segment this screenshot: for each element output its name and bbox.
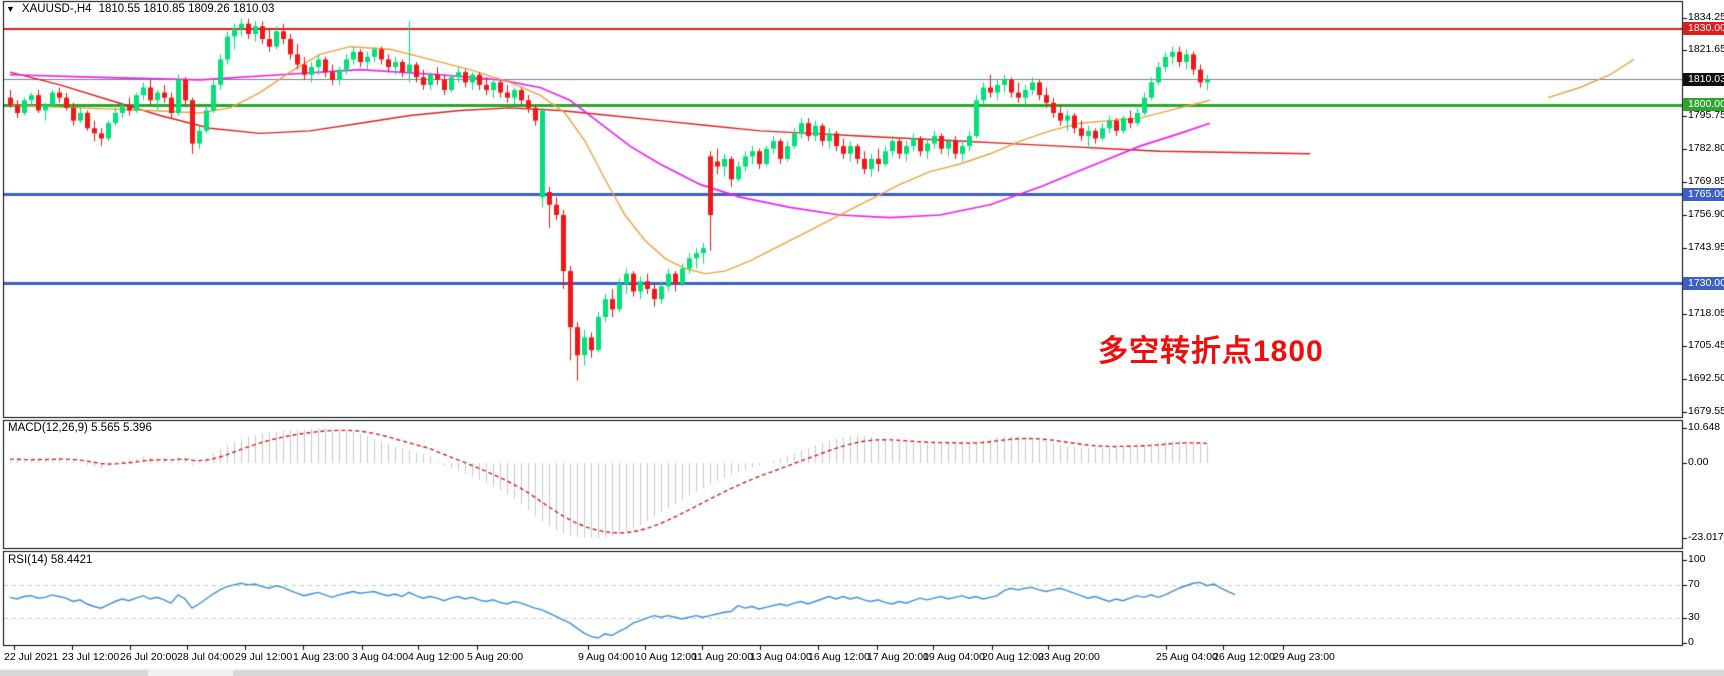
date-tick-label: 17 Aug 20:00	[867, 651, 929, 663]
date-tick-label: 16 Aug 12:00	[808, 651, 870, 663]
date-tick-label: 1 Aug 23:00	[293, 651, 350, 663]
date-tick-label: 22 Jul 2021	[4, 651, 59, 663]
macd-tick-label: 0.00	[1688, 456, 1709, 468]
date-tick-label: 23 Aug 20:00	[1038, 651, 1100, 663]
rsi-tick-label: 30	[1688, 611, 1700, 623]
collapse-triangle-icon[interactable]: ▼	[6, 3, 15, 14]
price-tick-label: 1756.90	[1688, 208, 1724, 220]
rsi-tick-label: 70	[1688, 578, 1700, 590]
price-badge: 1830.00	[1683, 22, 1724, 35]
date-tick-label: 29 Jul 12:00	[235, 651, 293, 663]
price-tick-label: 1692.50	[1688, 372, 1724, 384]
date-tick-label: 26 Aug 12:00	[1213, 651, 1275, 663]
date-tick-label: 23 Jul 12:00	[62, 651, 120, 663]
price-tick-label: 1705.45	[1688, 339, 1724, 351]
price-badge: 1810.03	[1683, 73, 1724, 86]
price-tick-label: 1821.65	[1688, 43, 1724, 55]
quote-bar: ▼ XAUUSD-,H4 1810.55 1810.85 1809.26 181…	[6, 3, 274, 15]
macd-tick-label: -23.017	[1688, 531, 1724, 543]
macd-tick-label: 10.648	[1688, 421, 1721, 433]
date-tick-label: 29 Aug 23:00	[1273, 651, 1335, 663]
date-tick-label: 20 Aug 12:00	[982, 651, 1044, 663]
price-tick-label: 1679.55	[1688, 405, 1724, 417]
date-tick-label: 9 Aug 04:00	[578, 651, 635, 663]
price-badge: 1800.00	[1683, 98, 1724, 111]
date-tick-label: 4 Aug 12:00	[408, 651, 465, 663]
date-tick-label: 3 Aug 04:00	[352, 651, 409, 663]
price-badge: 1765.00	[1683, 188, 1724, 201]
rsi-tick-label: 100	[1688, 553, 1706, 565]
price-tick-label: 1743.95	[1688, 241, 1724, 253]
price-tick-label: 1782.80	[1688, 142, 1724, 154]
date-tick-label: 28 Jul 04:00	[177, 651, 235, 663]
date-tick-label: 25 Aug 04:00	[1156, 651, 1218, 663]
price-badge: 1730.00	[1683, 277, 1724, 290]
price-tick-label: 1718.05	[1688, 307, 1724, 319]
annotation-text: 多空转折点1800	[1098, 335, 1324, 368]
date-tick-label: 13 Aug 04:00	[750, 651, 812, 663]
rsi-tick-label: 0	[1688, 636, 1694, 648]
price-tick-label: 1769.85	[1688, 175, 1724, 187]
rsi-indicator-label: RSI(14) 58.4421	[8, 554, 93, 566]
price-tick-label: 1795.75	[1688, 109, 1724, 121]
macd-indicator-label: MACD(12,26,9) 5.565 5.396	[8, 422, 152, 434]
symbol-timeframe-label: XAUUSD-,H4	[21, 3, 92, 15]
date-tick-label: 10 Aug 12:00	[635, 651, 697, 663]
price-tick-label: 1834.25	[1688, 11, 1724, 23]
date-tick-label: 11 Aug 20:00	[692, 651, 754, 663]
date-tick-label: 5 Aug 20:00	[467, 651, 524, 663]
quote-ohlc-values: 1810.55 1810.85 1809.26 1810.03	[98, 3, 275, 15]
date-tick-label: 26 Jul 20:00	[120, 651, 178, 663]
date-tick-label: 19 Aug 04:00	[923, 651, 985, 663]
